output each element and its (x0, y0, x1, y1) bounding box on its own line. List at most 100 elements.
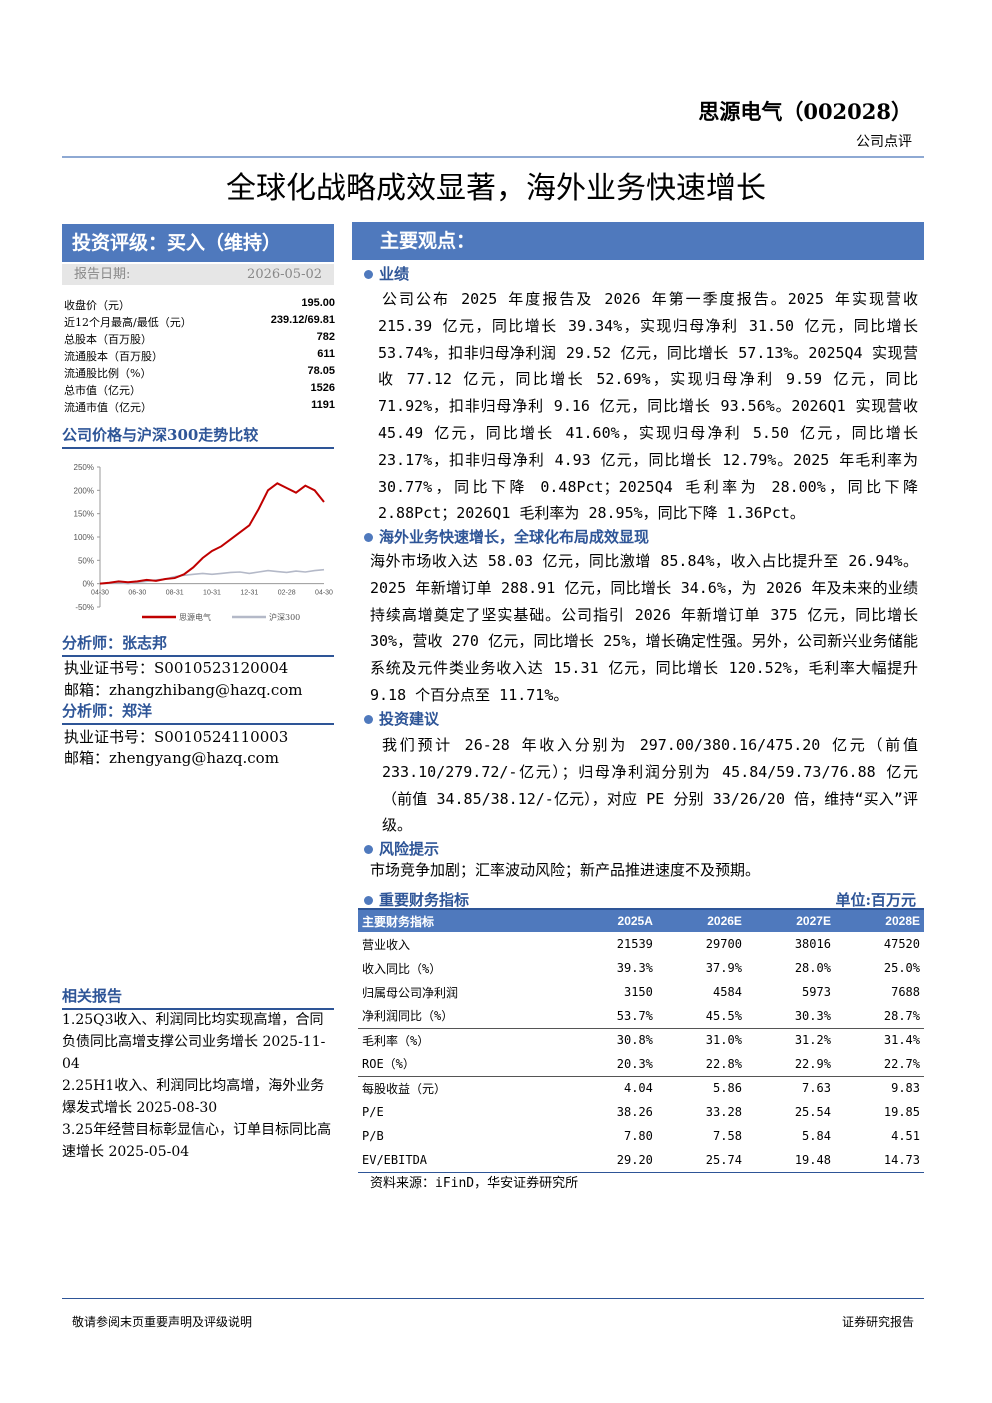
series-line (99, 482, 325, 585)
cell: 47520 (883, 937, 920, 951)
cell: 30.8% (616, 1033, 653, 1048)
column-header: 2026E (656, 910, 746, 932)
paragraph: 市场竞争加剧；汇率波动风险；新产品推进速度不及预期。 (370, 861, 761, 879)
cell: 31.4% (883, 1033, 920, 1048)
analyst-license: 执业证书号：S0010524110003 (64, 728, 289, 746)
stat-value: 195.00 (301, 297, 335, 309)
stat-value: 78.05 (307, 365, 335, 377)
related-list: 1.25Q3收入、利润同比均实现高增，合同负债同比高增支撑公司业务增长 2025… (62, 1009, 336, 1163)
cell: 22.7% (834, 1052, 924, 1077)
paragraph: 我们预计 26-28 年收入分别为 297.00/380.16/475.20 亿… (382, 736, 918, 835)
table-title: 重要财务指标 (379, 891, 470, 909)
y-tick-label: 150% (74, 510, 94, 519)
y-tick-label: 0% (82, 580, 94, 589)
cell: 31.2% (794, 1033, 831, 1048)
doc-type: 公司点评 (856, 134, 912, 150)
cell: 归属母公司净利润 (362, 985, 459, 1000)
cell: ROE（%） (358, 1052, 568, 1077)
cell: 14.73 (834, 1148, 924, 1173)
cell: 45.5% (656, 1004, 746, 1029)
section-title: 投资建议 (379, 710, 440, 728)
footer-right: 证券研究报告 (841, 1315, 914, 1329)
section-heading: 投资建议 (364, 708, 439, 729)
stat-row: 总股本（百万股） 782 (64, 331, 335, 347)
stat-row: 流通股比例（%） 78.05 (64, 365, 335, 381)
date-label: 报告日期: (74, 267, 131, 282)
main-banner: 主要观点： (352, 222, 924, 260)
table-row: EV/EBITDA 29.20 25.74 19.48 14.73 (358, 1148, 924, 1173)
cell: 5973 (802, 985, 831, 999)
stat-value: 611 (317, 348, 335, 360)
paragraph: 海外市场收入达 58.03 亿元，同比激增 85.84%，收入占比提升至 26.… (370, 552, 918, 704)
x-tick-label: 08-31 (166, 590, 184, 597)
column-header: 主要财务指标 (358, 910, 568, 932)
y-tick-label: -50% (75, 603, 94, 612)
cell: 28.7% (834, 1004, 924, 1029)
cell: 4.51 (891, 1129, 920, 1143)
analyst-license: 执业证书号：S0010523120004 (64, 659, 289, 677)
date-row: 报告日期: 2026-05-02 (62, 264, 334, 285)
cell: 收入同比（%） (362, 961, 442, 976)
cell: 33.28 (705, 1105, 742, 1119)
stat-row: 流通市值（亿元） 1191 (64, 399, 335, 415)
rule (62, 156, 924, 158)
section-title: 风险提示 (379, 840, 440, 858)
cell: 净利润同比（%） (358, 1004, 568, 1029)
table-row: 归属母公司净利润 3150 4584 5973 7688 (358, 980, 924, 1004)
cell: 19.48 (745, 1148, 835, 1173)
table-unit: 单位:百万元 (835, 891, 916, 909)
company: 思源电气（002028） (698, 99, 912, 124)
x-tick-label: 06-30 (128, 590, 146, 597)
related-item: 3.25年经营目标彰显信心，订单目标同比高速增长 2025-05-04 (62, 1122, 332, 1160)
cell: 25.54 (794, 1105, 831, 1119)
cell: P/E (362, 1105, 384, 1119)
y-tick-label: 200% (74, 486, 94, 495)
title: 全球化战略成效显著，海外业务快速增长 (226, 171, 766, 206)
x-tick-label: 12-31 (240, 590, 258, 597)
paragraph: 公司公布 2025 年度报告及 2026 年第一季度报告。2025 年实现营收 … (378, 290, 918, 523)
rating-banner: 投资评级：买入（维持） (62, 224, 334, 262)
cell: 22.9% (745, 1052, 835, 1077)
x-tick-label: 02-28 (278, 590, 296, 597)
analyst-email: 邮箱：zhengyang@hazq.com (64, 749, 279, 767)
x-tick-label: 04-30 (91, 590, 109, 597)
table-heading: 重要财务指标 (364, 889, 469, 910)
cell: 25.0% (883, 961, 920, 975)
cell: 7.58 (713, 1129, 742, 1143)
section-heading: 风险提示 (364, 838, 439, 859)
cell: 毛利率（%） (362, 1033, 430, 1048)
header-row: 主要财务指标 2025A 2026E 2027E 2028E (358, 910, 924, 932)
footer-left: 敬请参阅末页重要声明及评级说明 (72, 1315, 253, 1329)
cell: 38.26 (616, 1105, 653, 1119)
section-title: 海外业务快速增长，全球化布局成效显现 (379, 528, 650, 546)
stat-label: 近12个月最高/最低（元） (64, 316, 192, 329)
analyst-email: 邮箱：zhangzhibang@hazq.com (64, 681, 303, 699)
table-row: P/E 38.26 33.28 25.54 19.85 (358, 1100, 924, 1124)
y-tick-label: 250% (74, 463, 94, 472)
column-header: 2027E (745, 910, 835, 932)
section-heading: 业绩 (364, 263, 409, 284)
legend-label: 沪深300 (269, 612, 300, 622)
cell: 19.85 (883, 1105, 920, 1119)
table-row: 每股收益（元） 4.04 5.86 7.63 9.83 (358, 1076, 924, 1100)
column-header: 2025A (567, 910, 657, 932)
cell: 9.83 (891, 1081, 920, 1096)
cell: 37.9% (705, 961, 742, 975)
cell: 21539 (616, 937, 653, 951)
cell: 53.7% (567, 1004, 657, 1029)
x-tick-label: 10-31 (203, 590, 221, 597)
date: 2026-05-02 (247, 267, 322, 282)
related-item: 2.25H1收入、利润同比均高增，海外业务爆发式增长 2025-08-30 (62, 1078, 325, 1116)
cell: 25.74 (656, 1148, 746, 1173)
cell: 4584 (713, 985, 742, 999)
cell: 31.0% (705, 1033, 742, 1048)
y-tick-label: 100% (74, 533, 94, 542)
cell: 7688 (891, 985, 920, 999)
cell: 3150 (623, 985, 653, 999)
related-item: 1.25Q3收入、利润同比均实现高增，合同负债同比高增支撑公司业务增长 2025… (62, 1012, 326, 1072)
cell: 30.3% (745, 1004, 835, 1029)
cell: 38016 (794, 937, 831, 951)
table-row: ROE（%） 20.3% 22.8% 22.9% 22.7% (358, 1052, 924, 1077)
section-title: 业绩 (379, 265, 410, 283)
